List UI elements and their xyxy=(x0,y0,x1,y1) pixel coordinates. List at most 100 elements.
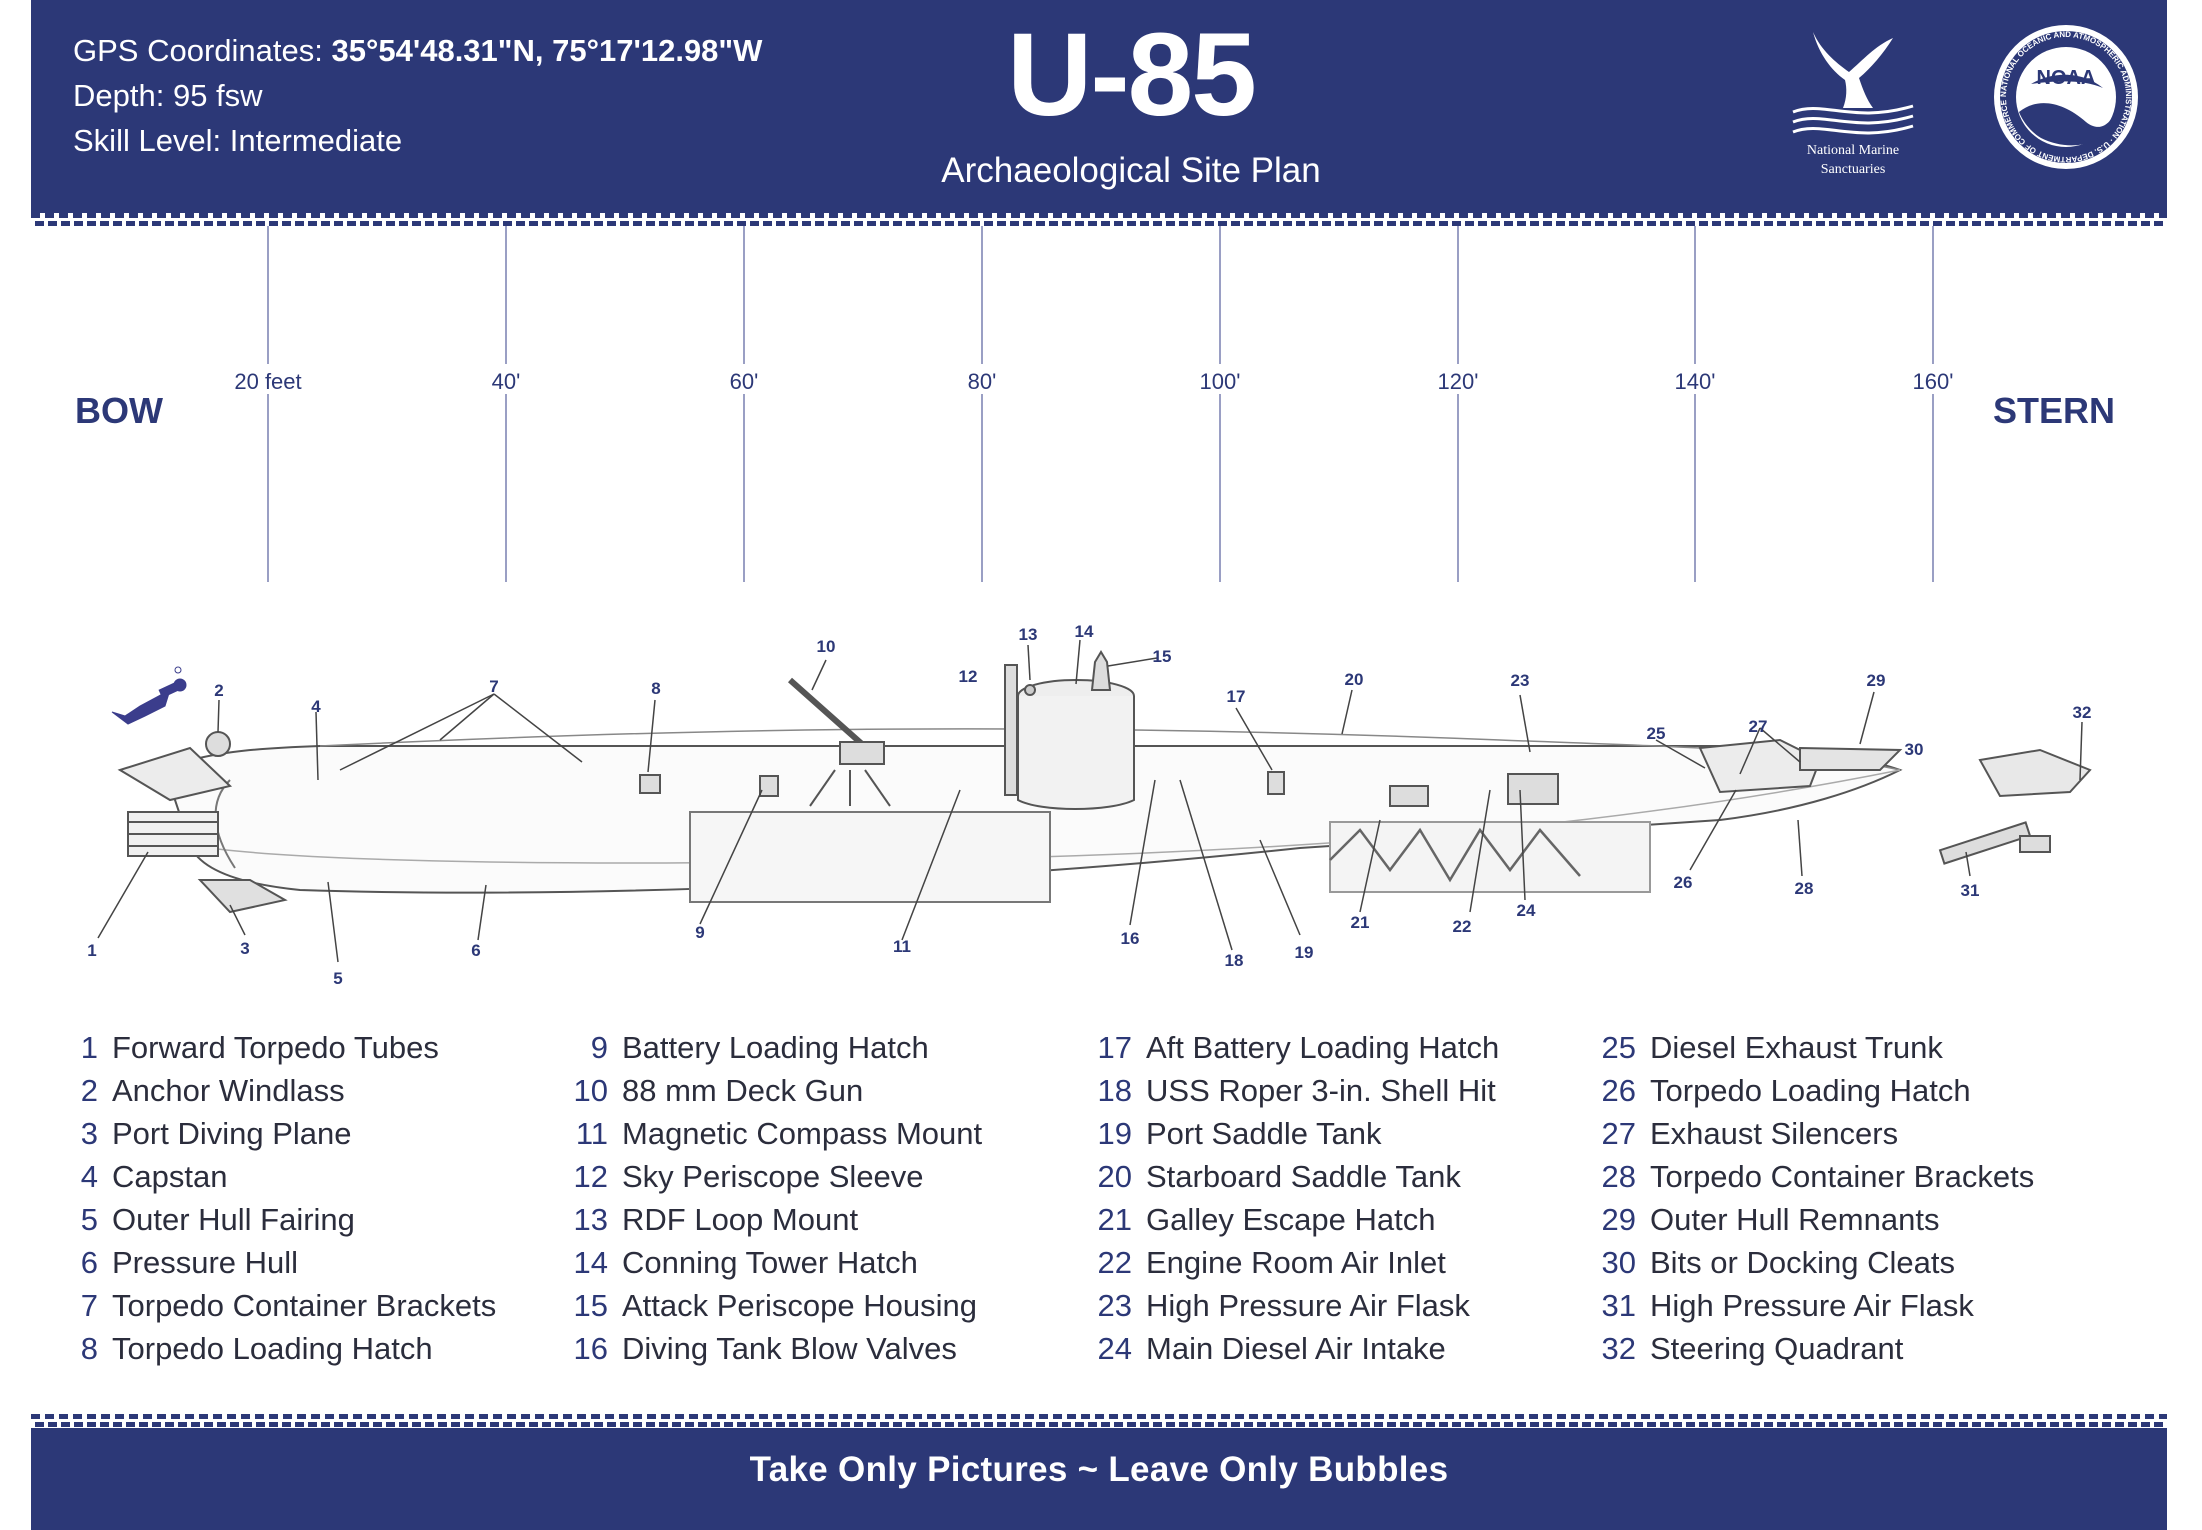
national-marine-sanctuaries-logo: National Marine Sanctuaries xyxy=(1792,32,1914,177)
callout-17: 17 xyxy=(1227,687,1246,706)
legend-number: 8 xyxy=(80,1331,98,1366)
deck-gun-shape xyxy=(788,677,891,807)
gps-label: GPS Coordinates: xyxy=(73,33,323,68)
legend-number: 12 xyxy=(573,1159,608,1194)
legend-number: 25 xyxy=(1601,1030,1636,1065)
legend-number: 20 xyxy=(1097,1159,1132,1194)
legend-label: Attack Periscope Housing xyxy=(622,1288,977,1323)
header-dash-border xyxy=(31,213,2167,227)
legend-label: USS Roper 3-in. Shell Hit xyxy=(1146,1073,1496,1108)
callout-18: 18 xyxy=(1225,951,1244,970)
legend-number: 31 xyxy=(1601,1288,1636,1323)
legend-label: Exhaust Silencers xyxy=(1650,1116,1899,1151)
site-subtitle: Archaeological Site Plan xyxy=(941,151,1321,190)
legend-label: Aft Battery Loading Hatch xyxy=(1146,1030,1500,1065)
scale-label: 100' xyxy=(1200,369,1241,394)
legend-number: 14 xyxy=(573,1245,608,1280)
legend-number: 7 xyxy=(80,1288,98,1323)
site-title: U-85 xyxy=(1007,9,1257,141)
legend-label: Galley Escape Hatch xyxy=(1146,1202,1436,1237)
legend-number: 29 xyxy=(1601,1202,1636,1237)
legend-number: 15 xyxy=(573,1288,608,1323)
legend-label: Steering Quadrant xyxy=(1650,1331,1904,1366)
scale-label: 60' xyxy=(730,369,759,394)
callout-31: 31 xyxy=(1961,881,1980,900)
callout-30: 30 xyxy=(1905,740,1924,759)
legend-label: Torpedo Container Brackets xyxy=(112,1288,497,1323)
callout-24: 24 xyxy=(1517,901,1536,920)
gps-coordinates: GPS Coordinates: 35°54'48.31"N, 75°17'12… xyxy=(73,33,762,69)
callout-3: 3 xyxy=(240,939,249,958)
callout-12: 12 xyxy=(959,667,978,686)
legend-label: High Pressure Air Flask xyxy=(1650,1288,1974,1323)
legend-label: Main Diesel Air Intake xyxy=(1146,1331,1446,1366)
legend-number: 30 xyxy=(1601,1245,1636,1280)
legend-label: Port Diving Plane xyxy=(112,1116,352,1151)
scale-label: 160' xyxy=(1913,369,1954,394)
noaa-bird-icon xyxy=(2019,103,2115,146)
legend-label: Diving Tank Blow Valves xyxy=(622,1331,957,1366)
callout-1: 1 xyxy=(87,941,96,960)
callout-20: 20 xyxy=(1345,670,1364,689)
callout-4: 4 xyxy=(311,697,321,716)
legend-number: 21 xyxy=(1097,1202,1132,1237)
callout-32: 32 xyxy=(2073,703,2092,722)
legend-label: Outer Hull Fairing xyxy=(112,1202,355,1237)
legend-number: 9 xyxy=(590,1030,608,1065)
legend-label: Sky Periscope Sleeve xyxy=(622,1159,924,1194)
scale-label: 20 feet xyxy=(234,369,301,394)
callout-numbers: 1 2 3 4 5 6 7 8 9 10 11 12 13 14 15 16 1… xyxy=(87,622,2091,988)
callout-15: 15 xyxy=(1153,647,1172,666)
callout-22: 22 xyxy=(1453,917,1472,936)
legend-number: 10 xyxy=(573,1073,608,1108)
legend-label: Torpedo Loading Hatch xyxy=(1650,1073,1971,1108)
legend-number: 1 xyxy=(80,1030,98,1065)
legend-number: 24 xyxy=(1097,1331,1132,1366)
header-banner: GPS Coordinates: 35°54'48.31"N, 75°17'12… xyxy=(31,0,2167,214)
anchor-windlass-shape xyxy=(205,731,231,757)
callout-26: 26 xyxy=(1674,873,1693,892)
scale-label: 80' xyxy=(968,369,997,394)
nms-line2: Sanctuaries xyxy=(1821,162,1886,177)
legend-number: 6 xyxy=(80,1245,98,1280)
gps-value: 35°54'48.31"N, 75°17'12.98"W xyxy=(331,33,763,68)
callout-14: 14 xyxy=(1075,622,1094,641)
legend-label: High Pressure Air Flask xyxy=(1146,1288,1470,1323)
callout-9: 9 xyxy=(695,923,704,942)
legend-label: RDF Loop Mount xyxy=(622,1202,859,1237)
legend-label: Torpedo Container Brackets xyxy=(1650,1159,2035,1194)
legend-number: 26 xyxy=(1601,1073,1636,1108)
legend-number: 23 xyxy=(1097,1288,1132,1323)
legend-number: 28 xyxy=(1601,1159,1636,1194)
callout-16: 16 xyxy=(1121,929,1140,948)
legend-label: Battery Loading Hatch xyxy=(622,1030,929,1065)
whale-tail-icon xyxy=(1813,32,1893,108)
callout-5: 5 xyxy=(333,969,342,988)
footer-motto: Take Only Pictures ~ Leave Only Bubbles xyxy=(749,1450,1449,1489)
callout-25: 25 xyxy=(1647,724,1666,743)
legend-number: 27 xyxy=(1601,1116,1636,1151)
callout-6: 6 xyxy=(471,941,480,960)
legend-number: 5 xyxy=(80,1202,98,1237)
scale-label: 140' xyxy=(1675,369,1716,394)
scale-label: 120' xyxy=(1438,369,1479,394)
skill-level-info: Skill Level: Intermediate xyxy=(73,123,403,158)
legend-label: Starboard Saddle Tank xyxy=(1146,1159,1461,1194)
diver-icon xyxy=(111,666,187,725)
legend-number: 18 xyxy=(1097,1073,1132,1108)
callout-29: 29 xyxy=(1867,671,1886,690)
legend-number: 32 xyxy=(1601,1331,1636,1366)
legend-label: Conning Tower Hatch xyxy=(622,1245,918,1280)
legend-label: 88 mm Deck Gun xyxy=(622,1073,864,1108)
legend-label: Port Saddle Tank xyxy=(1146,1116,1382,1151)
callout-19: 19 xyxy=(1295,943,1314,962)
legend-label: Outer Hull Remnants xyxy=(1650,1202,1940,1237)
callout-8: 8 xyxy=(651,679,660,698)
conning-tower-shape xyxy=(1004,650,1135,810)
callout-21: 21 xyxy=(1351,913,1370,932)
legend-label: Torpedo Loading Hatch xyxy=(112,1331,433,1366)
noaa-logo: NATIONAL OCEANIC AND ATMOSPHERIC ADMINIS… xyxy=(1994,25,2138,169)
submarine-wreck xyxy=(117,650,2092,914)
callout-2: 2 xyxy=(214,681,223,700)
site-plan-diagram: 20 feet 40' 60' 80' 100' 120' 140' 160' xyxy=(87,226,2092,988)
